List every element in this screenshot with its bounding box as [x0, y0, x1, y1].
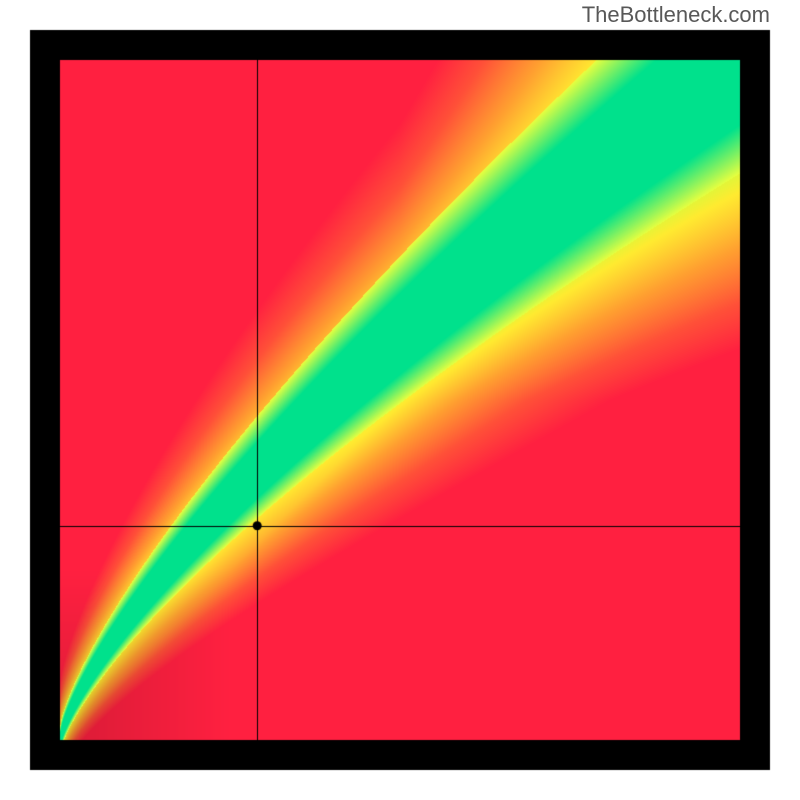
attribution-label: TheBottleneck.com	[582, 2, 770, 28]
bottleneck-heatmap	[0, 0, 800, 800]
chart-container: TheBottleneck.com	[0, 0, 800, 800]
